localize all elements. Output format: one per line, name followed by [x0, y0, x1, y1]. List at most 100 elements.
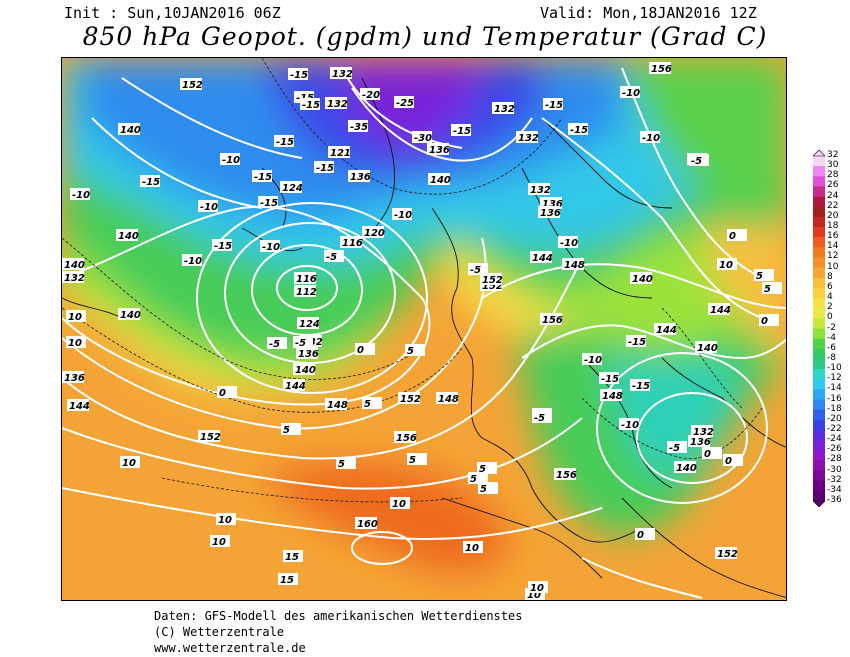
svg-text:-15: -15 [601, 374, 619, 385]
temperature-label: -10 [640, 131, 660, 144]
temperature-label: 10 [210, 535, 230, 548]
color-scale-swatch [813, 460, 825, 471]
color-scale-tick-label: -26 [827, 444, 842, 455]
temperature-label: -5 [293, 336, 313, 349]
svg-text:5: 5 [480, 484, 487, 495]
geopotential-label: 152 [480, 273, 503, 286]
temperature-label: 5 [754, 269, 774, 282]
temperature-label: 5 [468, 472, 488, 485]
temperature-label: -10 [182, 254, 202, 267]
temperature-label: 10 [717, 258, 737, 271]
temperature-label: 0 [759, 314, 779, 327]
temperature-label: 0 [217, 386, 237, 399]
geopotential-label: 116 [340, 236, 363, 249]
temperature-label: -10 [558, 236, 578, 249]
geopotential-label: 156 [394, 431, 417, 444]
color-scale-swatch [813, 348, 825, 360]
svg-text:140: 140 [697, 343, 718, 354]
svg-text:0: 0 [357, 345, 364, 356]
geopotential-label: 132 [516, 131, 539, 144]
svg-text:-35: -35 [350, 122, 368, 133]
geopotential-label: 116 [294, 272, 317, 285]
svg-text:116: 116 [296, 274, 317, 285]
color-scale-tick-label: -24 [827, 434, 842, 445]
temperature-label: 5 [281, 423, 301, 436]
geopotential-label: 136 [62, 371, 85, 384]
color-scale-tick-label: -8 [827, 352, 836, 363]
color-scale-tick-label: 24 [827, 190, 839, 201]
temperature-label: -15 [630, 379, 650, 392]
svg-text:140: 140 [632, 274, 653, 285]
geopotential-label: 148 [436, 392, 459, 405]
temperature-label: 10 [216, 513, 236, 526]
color-scale-swatch [813, 450, 825, 461]
color-scale-swatch [813, 318, 825, 329]
svg-text:-5: -5 [669, 443, 680, 454]
temperature-label: 5 [762, 282, 782, 295]
svg-text:132: 132 [332, 69, 353, 80]
geopotential-label: 136 [427, 143, 450, 156]
svg-text:0: 0 [637, 530, 644, 541]
color-scale-swatch [813, 358, 825, 370]
color-scale-tick-label: 20 [827, 210, 839, 221]
svg-text:-10: -10 [262, 242, 280, 253]
svg-text:116: 116 [342, 238, 363, 249]
svg-text:-15: -15 [260, 198, 278, 209]
temperature-label: -15 [274, 135, 294, 148]
geopotential-label: 144 [654, 323, 677, 336]
geopotential-label: 144 [530, 251, 553, 264]
svg-text:140: 140 [64, 260, 85, 271]
color-scale-tick-label: -34 [827, 484, 842, 495]
temperature-label: 0 [723, 454, 743, 467]
temperature-label: -15 [140, 175, 160, 188]
svg-text:-10: -10 [642, 133, 660, 144]
geopotential-label: 156 [554, 468, 577, 481]
color-scale-swatch [813, 277, 825, 289]
temperature-label: 5 [407, 453, 427, 466]
svg-text:148: 148 [327, 400, 348, 411]
geopotential-labels: 132 132 121 136 124 120 116 116 112 124 … [62, 62, 738, 560]
svg-text:-15: -15 [545, 100, 563, 111]
svg-text:140: 140 [295, 365, 316, 376]
temperature-label: -15 [300, 98, 320, 111]
geopotential-label: 121 [328, 146, 351, 159]
svg-text:15: 15 [285, 552, 299, 563]
temperature-label: 10 [390, 497, 410, 510]
geopotential-label: 136 [348, 170, 371, 183]
svg-text:136: 136 [429, 145, 450, 156]
svg-text:5: 5 [470, 474, 477, 485]
svg-text:-15: -15 [632, 381, 650, 392]
temperature-label: -5 [267, 337, 287, 350]
temperature-label: -15 [599, 372, 619, 385]
color-scale-swatch [813, 328, 825, 339]
temperature-label: -15 [258, 196, 278, 209]
temperature-label: 5 [362, 397, 382, 410]
geopotential-label: 132 [528, 183, 551, 196]
color-scale-tick-label: -30 [827, 464, 842, 475]
svg-text:112: 112 [296, 287, 317, 298]
geopotential-label: 156 [540, 313, 563, 326]
color-scale-tick-label: 6 [827, 281, 833, 292]
temperature-label: 10 [528, 581, 548, 594]
temperature-label: -10 [70, 188, 90, 201]
color-scale-swatch [813, 166, 825, 177]
svg-text:-5: -5 [470, 265, 481, 276]
geopotential-label: 136 [688, 435, 711, 448]
color-scale-tick-label: 18 [827, 221, 839, 232]
geopotential-label: 132 [325, 97, 348, 110]
footer-website: www.wetterzentrale.de [154, 641, 306, 655]
geopotential-label: 132 [62, 271, 85, 284]
geopotential-label: 124 [280, 181, 303, 194]
svg-text:10: 10 [218, 515, 232, 526]
color-scale-swatch [813, 287, 825, 299]
geopotential-label: 152 [715, 547, 738, 560]
geopotential-label: 152 [180, 78, 203, 91]
svg-text:5: 5 [338, 459, 345, 470]
color-scale-swatch [813, 176, 825, 187]
temperature-label: -10 [198, 200, 218, 213]
svg-text:136: 136 [542, 199, 563, 210]
svg-text:-30: -30 [414, 133, 432, 144]
svg-text:136: 136 [64, 373, 85, 384]
svg-text:-10: -10 [621, 420, 639, 431]
svg-text:10: 10 [68, 338, 82, 349]
